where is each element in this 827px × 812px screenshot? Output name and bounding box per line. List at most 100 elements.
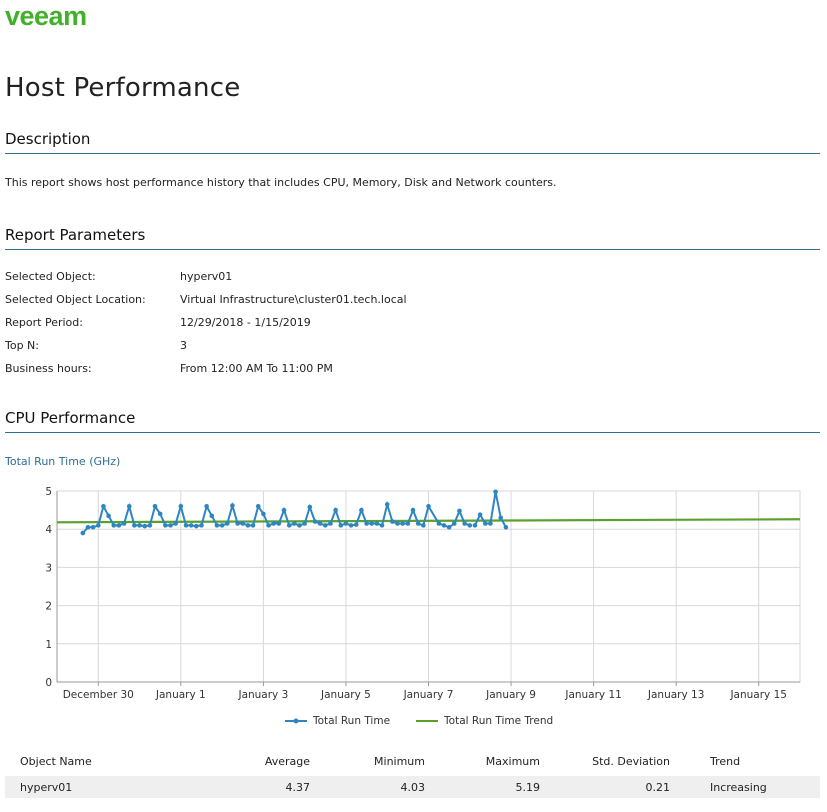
trend-line — [56, 518, 801, 524]
legend-label: Total Run Time Trend — [444, 715, 554, 727]
column-header: Trend — [710, 754, 741, 768]
data-point — [369, 521, 375, 526]
x-tick-label: January 7 — [403, 689, 454, 701]
data-point — [188, 523, 194, 528]
data-point — [328, 521, 333, 526]
data-point — [266, 523, 271, 528]
parameter-row: Selected Object Location: Virtual Infras… — [5, 293, 407, 316]
data-point — [498, 515, 504, 521]
data-point — [224, 521, 230, 526]
chart-title: Total Run Time (GHz) — [5, 455, 121, 468]
data-point — [240, 521, 246, 526]
parameter-value: hyperv01 — [180, 270, 233, 283]
description-text: This report shows host performance histo… — [5, 176, 557, 189]
logo-graphic: veeam — [5, 1, 87, 31]
chart-legend: Total Run Time Total Run Time Trend — [285, 715, 553, 727]
data-point — [276, 521, 282, 526]
data-point — [286, 523, 292, 528]
data-point — [292, 521, 297, 526]
parameter-label: Selected Object: — [5, 270, 96, 283]
parameters-list: Selected Object: hyperv01 Selected Objec… — [5, 270, 407, 385]
data-point — [364, 521, 369, 526]
data-point — [250, 523, 256, 528]
data-point — [101, 503, 106, 509]
parameter-value: Virtual Infrastructure\cluster01.tech.lo… — [180, 293, 407, 306]
data-point — [142, 523, 148, 529]
cell-std-deviation: 0.21 — [540, 776, 670, 798]
cell-average: 4.37 — [170, 776, 310, 798]
data-point — [194, 523, 199, 529]
column-header: Std. Deviation — [592, 754, 670, 768]
data-point — [441, 523, 447, 528]
legend-item-run-time[interactable]: Total Run Time — [285, 715, 390, 727]
cell-trend: Increasing — [670, 776, 820, 798]
x-tick-label: January 1 — [155, 689, 206, 701]
cpu-run-time-chart: 0 1 2 3 4 5 December 30 January 1 January 3 Janu… — [45, 486, 801, 701]
parameter-label: Selected Object Location: — [5, 293, 146, 306]
data-point — [173, 521, 178, 526]
data-point — [80, 530, 86, 536]
data-point — [426, 503, 431, 509]
data-point — [503, 524, 509, 530]
data-point — [121, 521, 127, 526]
data-point — [261, 511, 266, 517]
data-point — [116, 523, 122, 528]
data-point — [152, 503, 158, 509]
data-point — [421, 523, 426, 528]
data-point — [451, 521, 457, 526]
data-point — [168, 523, 173, 528]
data-point — [163, 523, 168, 528]
y-tick-label: 4 — [45, 524, 52, 536]
section-report-parameters: Report Parameters — [5, 226, 820, 250]
section-heading: CPU Performance — [5, 409, 136, 427]
data-point — [493, 489, 498, 495]
data-point — [281, 507, 287, 513]
section-heading: Description — [5, 130, 91, 148]
data-point — [178, 503, 184, 509]
veeam-logo: veeam — [5, 1, 120, 32]
legend-label: Total Run Time — [313, 715, 391, 727]
data-point — [255, 503, 261, 509]
data-point — [488, 521, 493, 526]
y-tick-label: 1 — [45, 639, 52, 651]
data-point — [271, 521, 277, 526]
data-point — [204, 503, 209, 509]
legend-line-marker-icon — [285, 718, 307, 724]
data-point — [317, 521, 323, 526]
data-point — [126, 503, 132, 509]
run-time-series — [80, 489, 509, 536]
section-description: Description — [5, 130, 820, 154]
data-point — [400, 521, 406, 526]
data-point — [436, 521, 442, 526]
section-heading: Report Parameters — [5, 226, 146, 244]
column-header: Average — [264, 754, 310, 768]
data-point — [467, 523, 473, 528]
data-point — [302, 521, 307, 526]
x-tick-label: January 11 — [564, 689, 622, 701]
section-cpu-performance: CPU Performance — [5, 409, 820, 433]
data-point — [457, 508, 462, 514]
data-point — [338, 523, 344, 528]
x-tick-label: January 5 — [320, 689, 371, 701]
data-point — [472, 523, 478, 528]
data-point — [297, 523, 302, 528]
y-axis: 0 1 2 3 4 5 — [45, 486, 58, 689]
data-point — [333, 507, 338, 513]
y-tick-label: 5 — [45, 486, 52, 498]
table-row: hyperv01 4.37 4.03 5.19 0.21 Increasing — [5, 776, 820, 798]
data-point — [157, 511, 163, 517]
parameter-row: Report Period: 12/29/2018 - 1/15/2019 — [5, 316, 407, 339]
x-tick-label: January 9 — [485, 689, 536, 701]
data-point — [95, 523, 101, 528]
legend-item-trend[interactable]: Total Run Time Trend — [416, 715, 553, 727]
logo-text: veeam — [5, 4, 87, 28]
column-header: Maximum — [485, 754, 540, 768]
data-point — [183, 523, 189, 528]
column-header: Object Name — [20, 754, 92, 768]
data-point — [390, 519, 395, 524]
stats-table: Object Name Average Minimum Maximum Std.… — [5, 746, 820, 798]
data-point — [477, 512, 483, 517]
table-header-row: Object Name Average Minimum Maximum Std.… — [5, 746, 820, 776]
legend-line-icon — [416, 720, 439, 722]
data-point — [219, 523, 225, 528]
